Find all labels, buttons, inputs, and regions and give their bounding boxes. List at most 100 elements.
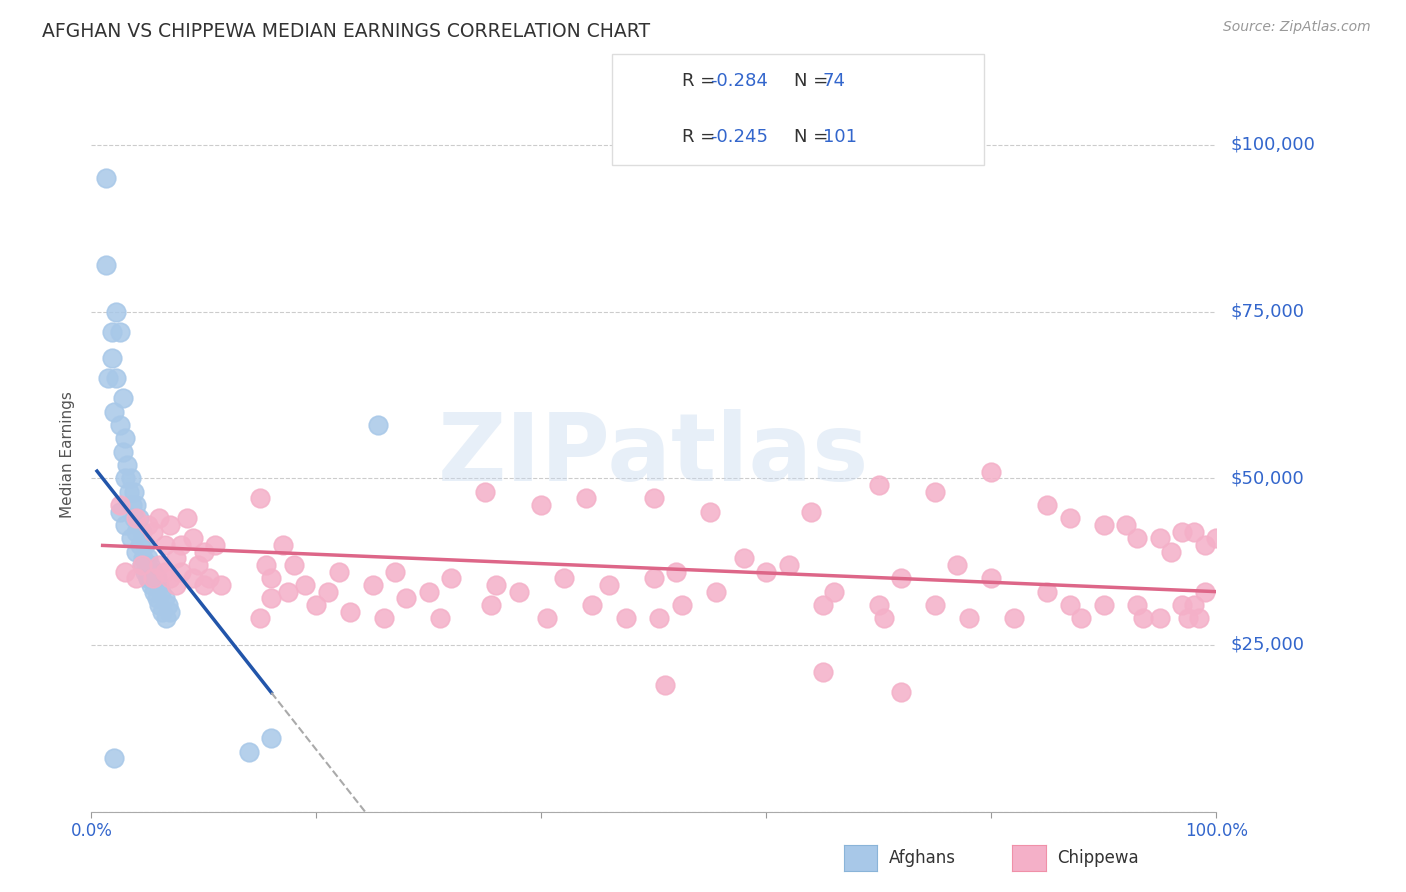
- Point: [316, 584, 339, 599]
- Point: [165, 578, 187, 592]
- Point: [153, 538, 176, 552]
- Point: [1194, 538, 1216, 552]
- Point: [254, 558, 277, 572]
- Point: [508, 584, 530, 599]
- Point: [136, 518, 159, 533]
- Text: $25,000: $25,000: [1230, 636, 1305, 654]
- Point: [654, 678, 676, 692]
- Point: [373, 611, 395, 625]
- Point: [105, 371, 128, 385]
- Point: [134, 565, 156, 579]
- Point: [957, 611, 980, 625]
- Text: R =: R =: [682, 72, 721, 90]
- Point: [361, 578, 384, 592]
- Point: [108, 325, 131, 339]
- Point: [111, 444, 134, 458]
- Point: [479, 598, 502, 612]
- Point: [328, 565, 350, 579]
- Point: [778, 558, 800, 572]
- Point: [1171, 524, 1194, 539]
- Point: [260, 571, 283, 585]
- Point: [1205, 531, 1227, 545]
- Point: [139, 578, 162, 592]
- Point: [1070, 611, 1092, 625]
- Point: [643, 571, 665, 585]
- Point: [209, 578, 232, 592]
- Text: $75,000: $75,000: [1230, 302, 1305, 320]
- Point: [142, 571, 165, 585]
- Point: [704, 584, 727, 599]
- Point: [125, 571, 148, 585]
- Point: [125, 498, 148, 512]
- Point: [122, 511, 145, 525]
- Point: [665, 565, 688, 579]
- Point: [485, 578, 508, 592]
- Text: R =: R =: [682, 128, 721, 146]
- Point: [125, 544, 148, 558]
- Point: [198, 571, 221, 585]
- Point: [142, 524, 165, 539]
- Point: [1188, 611, 1211, 625]
- Point: [530, 498, 553, 512]
- Point: [614, 611, 637, 625]
- Point: [924, 484, 946, 499]
- Point: [156, 598, 179, 612]
- Point: [132, 551, 155, 566]
- Point: [1115, 518, 1137, 533]
- Point: [823, 584, 845, 599]
- Point: [153, 565, 176, 579]
- Point: [204, 538, 226, 552]
- Point: [249, 611, 271, 625]
- Point: [1182, 524, 1205, 539]
- Point: [811, 665, 834, 679]
- Point: [136, 571, 159, 585]
- Point: [890, 684, 912, 698]
- Point: [238, 745, 260, 759]
- Point: [103, 404, 125, 418]
- Point: [128, 538, 150, 552]
- Point: [103, 751, 125, 765]
- Point: [122, 484, 145, 499]
- Point: [305, 598, 328, 612]
- Text: N =: N =: [794, 128, 834, 146]
- Text: $100,000: $100,000: [1230, 136, 1315, 153]
- Point: [474, 484, 496, 499]
- Point: [1036, 498, 1059, 512]
- Point: [418, 584, 440, 599]
- Point: [100, 351, 122, 366]
- Point: [1126, 531, 1149, 545]
- Point: [1149, 611, 1171, 625]
- Point: [165, 551, 187, 566]
- Point: [1092, 518, 1115, 533]
- Point: [121, 498, 143, 512]
- Point: [536, 611, 558, 625]
- Point: [150, 605, 173, 619]
- Point: [108, 505, 131, 519]
- Point: [868, 478, 890, 492]
- Point: [260, 591, 283, 606]
- Point: [131, 524, 153, 539]
- Text: Chippewa: Chippewa: [1057, 849, 1139, 867]
- Point: [176, 511, 198, 525]
- Text: ZIPatlas: ZIPatlas: [439, 409, 869, 501]
- Point: [384, 565, 406, 579]
- Point: [136, 551, 159, 566]
- Point: [429, 611, 451, 625]
- Point: [271, 538, 294, 552]
- Point: [143, 584, 166, 599]
- Point: [1059, 511, 1081, 525]
- Point: [181, 571, 204, 585]
- Point: [598, 578, 620, 592]
- Text: AFGHAN VS CHIPPEWA MEDIAN EARNINGS CORRELATION CHART: AFGHAN VS CHIPPEWA MEDIAN EARNINGS CORRE…: [42, 22, 651, 41]
- Point: [120, 531, 142, 545]
- Point: [1177, 611, 1199, 625]
- Point: [117, 458, 139, 472]
- Point: [155, 611, 177, 625]
- Point: [100, 325, 122, 339]
- Point: [148, 558, 170, 572]
- Point: [131, 558, 153, 572]
- Point: [114, 471, 136, 485]
- Point: [145, 591, 167, 606]
- Point: [125, 511, 148, 525]
- Point: [159, 605, 181, 619]
